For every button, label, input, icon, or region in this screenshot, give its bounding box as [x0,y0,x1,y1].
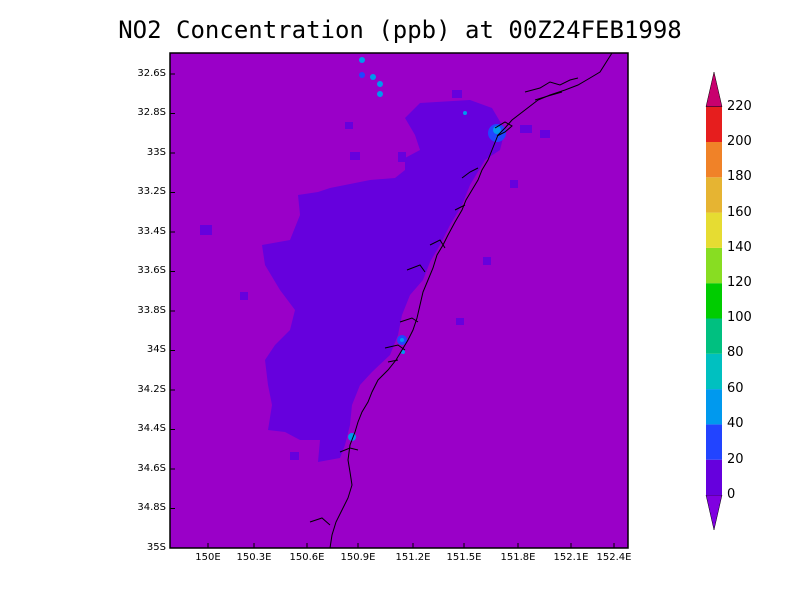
colorbar-label: 0 [727,487,736,502]
colorbar-label: 180 [727,169,752,184]
y-axis-ticks [170,73,175,549]
colorbar-label: 60 [727,381,744,396]
x-tick-label: 152.1E [553,552,589,563]
y-tick-label: 33.2S [137,186,166,197]
y-tick-label: 33.4S [137,226,166,237]
colorbar-segment [706,424,722,460]
x-tick-label: 151.8E [500,552,536,563]
colorbar-upper-extension [705,71,723,107]
colorbar-label: 80 [727,345,744,360]
colorbar-segment [706,142,722,178]
no2-plume-region [200,90,550,462]
y-tick-label: 32.8S [137,107,166,118]
colorbar-lower-extension [705,494,723,531]
y-tick-label: 34.6S [137,463,166,474]
colorbar-label: 100 [727,310,752,325]
map-frame [169,52,629,549]
colorbar-segment [706,177,722,213]
y-tick-label: 34.8S [137,502,166,513]
colorbar [705,71,723,531]
x-axis-ticks [207,543,615,548]
colorbar-label: 220 [727,99,752,114]
colorbar-segment [706,212,722,248]
x-tick-label: 150.6E [289,552,325,563]
x-tick-label: 150E [195,552,221,563]
y-tick-label: 34.2S [137,384,166,395]
colorbar-label: 160 [727,205,752,220]
colorbar-segment [706,353,722,390]
colorbar-segment [706,459,722,495]
colorbar-segment [706,247,722,284]
x-tick-label: 151.5E [446,552,482,563]
y-tick-label: 34S [146,344,166,355]
y-tick-label: 33.6S [137,265,166,276]
colorbar-label: 140 [727,240,752,255]
colorbar-label: 120 [727,275,752,290]
x-tick-label: 150.9E [340,552,376,563]
y-tick-label: 32.6S [137,68,166,79]
x-tick-label: 150.3E [236,552,272,563]
y-tick-label: 35S [146,542,166,553]
colorbar-label: 20 [727,452,744,467]
x-tick-label: 151.2E [395,552,431,563]
x-tick-label: 152.4E [596,552,632,563]
colorbar-segment [706,318,722,354]
y-tick-label: 33S [146,147,166,158]
map-title: NO2 Concentration (ppb) at 00Z24FEB1998 [118,16,682,44]
y-tick-label: 34.4S [137,423,166,434]
colorbar-segment [706,389,722,425]
colorbar-segment [706,283,722,319]
colorbar-label: 40 [727,416,744,431]
y-tick-label: 33.8S [137,305,166,316]
colorbar-segment [706,106,722,142]
coastline [309,52,613,549]
colorbar-label: 200 [727,134,752,149]
